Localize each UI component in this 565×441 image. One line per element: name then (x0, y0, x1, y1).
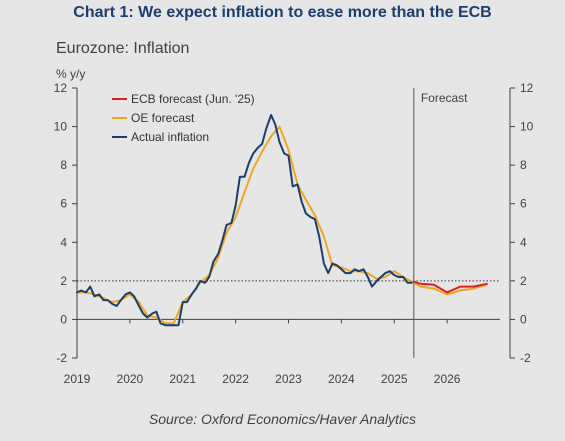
y-tick-label-right: 2 (520, 274, 527, 288)
y-tick-label-right: 0 (520, 312, 527, 326)
legend-label-actual: Actual inflation (131, 130, 209, 144)
y-tick-label-right: 6 (520, 197, 527, 211)
y-tick-label-right: -2 (520, 351, 531, 365)
legend-label-ecb: ECB forecast (Jun. '25) (131, 92, 255, 106)
x-tick-label: 2023 (275, 372, 302, 386)
y-tick-label-right: 12 (520, 81, 534, 95)
chart-source: Source: Oxford Economics/Haver Analytics (148, 411, 417, 427)
y-tick-label-left: -2 (56, 351, 67, 365)
y-tick-label-left: 12 (54, 81, 68, 95)
series-line-oe (76, 125, 488, 325)
y-tick-label-left: 4 (60, 235, 67, 249)
y-tick-label-left: 0 (60, 312, 67, 326)
legend-label-oe: OE forecast (131, 111, 195, 125)
forecast-label: Forecast (421, 91, 468, 105)
chart-subtitle: Eurozone: Inflation (56, 40, 190, 57)
y-tick-label-left: 8 (60, 158, 67, 172)
x-tick-label: 2024 (328, 372, 355, 386)
series-line-ecb (412, 280, 488, 294)
x-tick-label: 2020 (117, 372, 144, 386)
y-tick-label-right: 10 (520, 120, 534, 134)
y-tick-label-left: 10 (54, 120, 68, 134)
x-tick-label: 2019 (64, 372, 91, 386)
x-tick-label: 2021 (169, 372, 196, 386)
y-axis-unit: % y/y (56, 67, 86, 81)
y-tick-label-right: 4 (520, 235, 527, 249)
series-line-actual (76, 114, 413, 327)
chart-series (76, 114, 488, 327)
y-tick-label-left: 6 (60, 197, 67, 211)
x-tick-label: 2026 (434, 372, 461, 386)
y-tick-label-right: 8 (520, 158, 527, 172)
y-tick-label-left: 2 (60, 274, 67, 288)
x-tick-label: 2022 (222, 372, 249, 386)
x-tick-label: 2025 (381, 372, 408, 386)
chart-title: Chart 1: We expect inflation to ease mor… (73, 4, 492, 21)
chart-axes: -2 -2 0 0 2 2 4 4 6 6 8 8 10 10 12 12 2019 2020 2021 2022 20… (54, 81, 534, 386)
chart-legend: ECB forecast (Jun. '25) OE forecast Actual… (112, 92, 255, 144)
